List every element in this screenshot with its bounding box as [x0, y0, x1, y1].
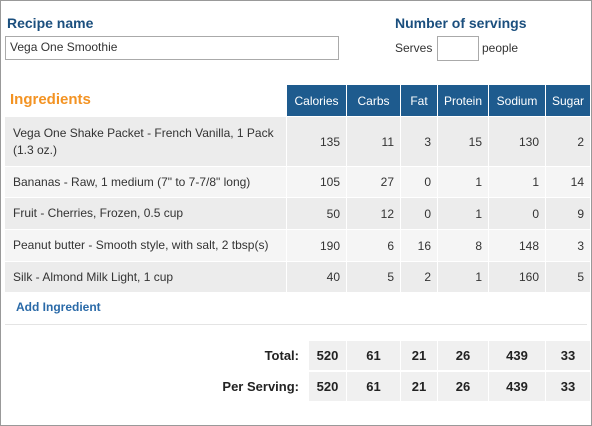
nutrient-value: 135: [287, 117, 346, 166]
nutrient-value: 3: [401, 117, 437, 166]
ingredient-name: Fruit - Cherries, Frozen, 0.5 cup: [5, 198, 286, 229]
add-ingredient-link[interactable]: Add Ingredient: [16, 300, 101, 314]
nutrient-value: 130: [489, 117, 545, 166]
recipe-name-input[interactable]: Vega One Smoothie: [5, 36, 339, 60]
nutrient-value: 0: [401, 167, 437, 197]
nutrient-value: 148: [489, 230, 545, 261]
nutrient-value: 5: [347, 262, 400, 292]
column-header: Fat: [401, 85, 437, 116]
servings-label: Number of servings: [395, 15, 527, 31]
nutrient-value: 6: [347, 230, 400, 261]
ingredient-name: Vega One Shake Packet - French Vanilla, …: [5, 117, 286, 166]
nutrient-value: 50: [287, 198, 346, 229]
nutrient-value: 14: [546, 167, 590, 197]
total-value: 26: [438, 341, 488, 370]
serves-prefix: Serves: [395, 41, 433, 55]
total-value: 26: [438, 372, 488, 401]
total-value: 21: [401, 372, 437, 401]
total-value: 61: [347, 372, 400, 401]
nutrient-value: 105: [287, 167, 346, 197]
column-header: Sugar: [546, 85, 590, 116]
servings-input[interactable]: [437, 36, 479, 61]
nutrient-value: 15: [438, 117, 488, 166]
nutrient-value: 1: [438, 262, 488, 292]
nutrient-value: 160: [489, 262, 545, 292]
nutrient-value: 190: [287, 230, 346, 261]
total-value: 33: [546, 341, 590, 370]
total-value: 439: [489, 341, 545, 370]
total-value: 439: [489, 372, 545, 401]
nutrient-value: 27: [347, 167, 400, 197]
ingredient-name: Bananas - Raw, 1 medium (7" to 7-7/8" lo…: [5, 167, 286, 197]
nutrient-value: 1: [438, 198, 488, 229]
ingredients-title: Ingredients: [10, 91, 91, 108]
column-header: Carbs: [347, 85, 400, 116]
nutrient-value: 16: [401, 230, 437, 261]
ingredient-name: Silk - Almond Milk Light, 1 cup: [5, 262, 286, 292]
nutrient-value: 9: [546, 198, 590, 229]
nutrient-value: 3: [546, 230, 590, 261]
nutrient-value: 2: [546, 117, 590, 166]
nutrient-value: 0: [489, 198, 545, 229]
total-value: 61: [347, 341, 400, 370]
total-value: 520: [309, 341, 346, 370]
total-label: Per Serving:: [222, 379, 299, 394]
serves-suffix: people: [482, 41, 519, 55]
nutrient-value: 0: [401, 198, 437, 229]
nutrient-value: 2: [401, 262, 437, 292]
total-value: 520: [309, 372, 346, 401]
nutrient-value: 1: [489, 167, 545, 197]
nutrient-value: 5: [546, 262, 590, 292]
ingredient-name: Peanut butter - Smooth style, with salt,…: [5, 230, 286, 261]
recipe-name-label: Recipe name: [7, 15, 94, 31]
total-value: 21: [401, 341, 437, 370]
separator: [5, 324, 587, 325]
nutrient-value: 1: [438, 167, 488, 197]
column-header: Calories: [287, 85, 346, 116]
column-header: Sodium: [489, 85, 545, 116]
nutrient-value: 11: [347, 117, 400, 166]
nutrient-value: 8: [438, 230, 488, 261]
total-label: Total:: [264, 348, 299, 363]
nutrient-value: 40: [287, 262, 346, 292]
total-value: 33: [546, 372, 590, 401]
nutrient-value: 12: [347, 198, 400, 229]
column-header: Protein: [438, 85, 488, 116]
